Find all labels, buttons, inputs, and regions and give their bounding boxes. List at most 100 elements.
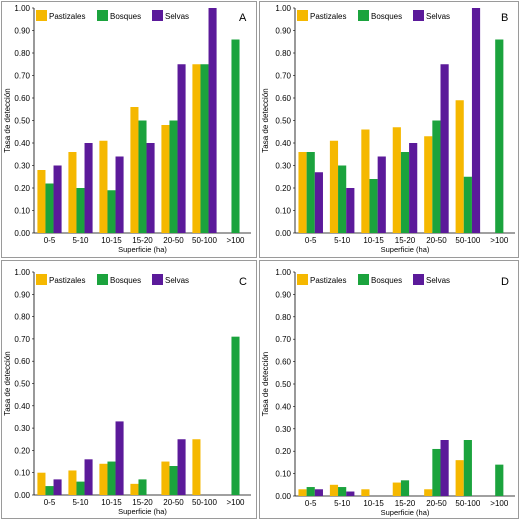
bar-pastizales — [68, 152, 77, 233]
bar-selvas — [471, 8, 481, 233]
bar-bosques — [338, 487, 347, 496]
y-tick-label: 0.10 — [275, 207, 291, 216]
y-tick-label: 0.20 — [14, 446, 30, 455]
bar-selvas — [53, 165, 62, 233]
x-tick-label: 10-15 — [363, 236, 384, 245]
bar-selvas — [377, 156, 386, 233]
y-tick-label: 0.40 — [14, 402, 30, 411]
bar-pastizales — [130, 107, 139, 233]
x-tick-label: 5-10 — [72, 498, 89, 507]
bar-selvas — [177, 439, 186, 495]
y-tick-label: 0.00 — [275, 229, 291, 238]
bar-bosques — [107, 190, 116, 233]
legend-swatch-pastizales — [297, 274, 308, 285]
bar-selvas — [346, 188, 355, 233]
x-axis-label: Superficie (ha) — [118, 245, 167, 254]
y-tick-label: 0.50 — [275, 380, 291, 389]
bar-pastizales — [361, 489, 370, 496]
panel-letter: B — [501, 12, 508, 24]
bar-pastizales — [192, 439, 201, 495]
bar-bosques — [76, 188, 85, 233]
legend: Pastizales Bosques Selvas — [36, 274, 189, 285]
bar-pastizales — [298, 152, 307, 233]
y-tick-label: 0.90 — [275, 290, 291, 299]
bar-bosques — [45, 183, 54, 233]
y-tick-label: 0.60 — [275, 94, 291, 103]
y-tick-label: 0.90 — [14, 27, 30, 36]
bar-bosques — [463, 176, 472, 233]
legend-swatch-bosques — [97, 10, 108, 21]
legend-label-selvas: Selvas — [426, 276, 450, 285]
legend-swatch-selvas — [152, 10, 163, 21]
bar-pastizales — [298, 489, 307, 496]
bar-selvas — [177, 64, 186, 233]
bar-pastizales — [424, 489, 433, 496]
panel-c: 0.00 0.10 0.20 0.30 0.40 0.50 0.60 0.70 0.80 0.90… — [1, 260, 257, 519]
y-tick-label: 0.40 — [14, 139, 30, 148]
x-tick-label: 15-20 — [395, 499, 416, 508]
bar-pastizales — [161, 461, 170, 495]
panel-letter: C — [239, 276, 247, 288]
y-axis-label: Tasa de detección — [261, 352, 270, 417]
x-tick-label: 5-10 — [334, 499, 351, 508]
y-tick-label: 0.40 — [275, 139, 291, 148]
x-tick-label: >100 — [226, 498, 245, 507]
bar-bosques — [432, 448, 441, 496]
x-tick-label: 50-100 — [455, 236, 480, 245]
y-tick-label: 0.10 — [14, 207, 30, 216]
bar-selvas — [53, 479, 62, 495]
bar-selvas — [115, 156, 124, 233]
legend-swatch-selvas — [152, 274, 163, 285]
legend: Pastizales Bosques Selvas — [297, 274, 450, 285]
chart-a-svg: 0.00 0.10 0.20 0.30 0.40 0.50 0.60 0.70 0.80 0.90… — [1, 1, 257, 258]
bar-bosques — [495, 39, 504, 233]
bar-selvas — [440, 440, 449, 496]
bar-bosques — [231, 336, 240, 495]
legend-swatch-pastizales — [36, 274, 47, 285]
y-tick-label: 1.00 — [275, 4, 291, 13]
bar-bosques — [200, 64, 209, 233]
legend-swatch-selvas — [413, 10, 424, 21]
bar-bosques — [107, 461, 116, 495]
bar-pastizales — [37, 170, 46, 233]
panel-letter: A — [239, 12, 247, 24]
chart-b-svg: 0.00 0.10 0.20 0.30 0.40 0.50 0.60 0.70 0.80 0.90… — [259, 1, 519, 258]
bar-bosques — [138, 479, 147, 495]
y-tick-label: 0.80 — [14, 49, 30, 58]
legend-label-bosques: Bosques — [371, 276, 402, 285]
bar-selvas — [346, 491, 355, 496]
x-tick-label: 0-5 — [44, 236, 56, 245]
x-tick-label: 10-15 — [101, 236, 122, 245]
x-tick-label: 20-50 — [163, 498, 184, 507]
bar-pastizales — [455, 100, 464, 233]
bar-selvas — [84, 459, 93, 495]
x-tick-label: >100 — [490, 499, 509, 508]
chart-c-svg: 0.00 0.10 0.20 0.30 0.40 0.50 0.60 0.70 0.80 0.90… — [1, 260, 257, 519]
y-tick-label: 0.20 — [14, 184, 30, 193]
bar-pastizales — [161, 125, 170, 233]
y-tick-label: 0.90 — [14, 290, 30, 299]
bar-pastizales — [329, 484, 339, 496]
bar-bosques — [138, 120, 147, 233]
x-tick-label: 5-10 — [72, 236, 89, 245]
bar-pastizales — [130, 483, 139, 495]
bar-pastizales — [329, 140, 339, 233]
bar-bosques — [432, 120, 441, 233]
bar-selvas — [84, 143, 93, 233]
x-tick-label: 0-5 — [305, 499, 317, 508]
bar-bosques — [169, 466, 178, 495]
bar-bosques — [231, 39, 240, 233]
x-tick-label: 5-10 — [334, 236, 351, 245]
y-tick-label: 0.70 — [275, 72, 291, 81]
y-tick-label: 0.30 — [275, 425, 291, 434]
y-tick-label: 0.10 — [14, 469, 30, 478]
legend-swatch-selvas — [413, 274, 424, 285]
legend-label-pastizales: Pastizales — [49, 12, 85, 21]
x-tick-label: 15-20 — [132, 236, 153, 245]
panel-border — [259, 260, 519, 519]
x-axis-label: Superficie (ha) — [381, 508, 430, 517]
legend-swatch-pastizales — [36, 10, 47, 21]
y-tick-label: 0.60 — [14, 94, 30, 103]
bar-pastizales — [192, 64, 201, 233]
y-axis-label: Tasa de detección — [3, 88, 12, 153]
